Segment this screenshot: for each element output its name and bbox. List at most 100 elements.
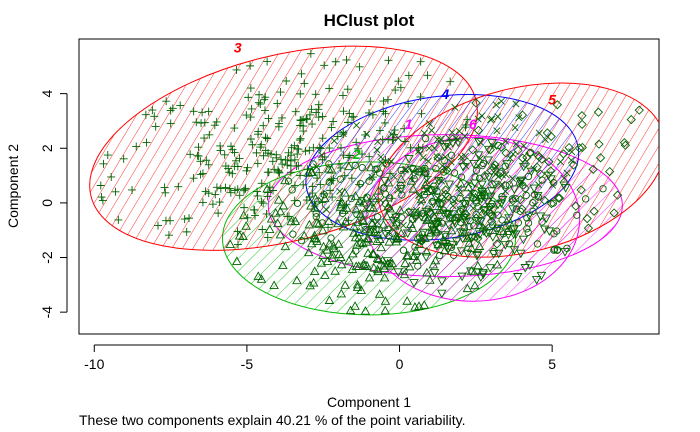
data-point <box>338 91 347 100</box>
data-point <box>474 137 484 147</box>
data-point <box>462 249 473 259</box>
data-point <box>385 194 394 202</box>
data-point <box>289 230 297 238</box>
data-point <box>416 57 425 66</box>
data-point <box>286 156 295 165</box>
data-point <box>301 147 310 156</box>
data-point <box>282 76 291 85</box>
data-point <box>455 228 466 237</box>
data-point <box>522 191 530 200</box>
data-point <box>128 185 137 194</box>
data-point <box>246 135 255 144</box>
data-point <box>340 171 349 180</box>
data-point <box>400 137 409 146</box>
data-point <box>312 236 322 245</box>
data-point <box>362 205 370 213</box>
data-point <box>312 108 321 117</box>
data-point <box>364 272 375 282</box>
data-point <box>198 108 207 117</box>
data-point <box>374 289 385 298</box>
data-point <box>394 134 402 142</box>
data-point <box>212 117 221 126</box>
data-point <box>515 177 525 187</box>
data-point <box>518 162 529 172</box>
data-point <box>253 271 264 280</box>
data-point <box>174 182 183 191</box>
data-point <box>227 142 236 151</box>
data-point <box>314 100 323 109</box>
data-point <box>465 222 473 231</box>
data-point <box>446 77 455 86</box>
data-point <box>291 107 300 116</box>
x-axis: -10 -5 0 5 <box>84 344 556 372</box>
data-point <box>508 230 519 239</box>
data-point <box>396 83 405 92</box>
data-point <box>269 280 279 290</box>
data-point <box>473 250 483 260</box>
data-point <box>280 175 290 185</box>
data-point <box>198 169 207 178</box>
data-point <box>166 106 175 115</box>
data-point <box>290 181 299 190</box>
data-point <box>419 166 430 176</box>
data-point <box>216 184 225 193</box>
data-point <box>546 175 556 184</box>
data-point <box>385 232 393 240</box>
data-point <box>355 237 365 247</box>
data-point <box>529 207 537 215</box>
data-point <box>220 150 229 159</box>
data-point <box>303 165 312 174</box>
data-point <box>577 142 587 153</box>
data-point <box>429 269 440 278</box>
data-point <box>444 180 455 190</box>
data-point <box>299 127 308 136</box>
data-point <box>582 195 590 203</box>
data-point <box>529 184 539 194</box>
data-point <box>314 113 323 122</box>
data-point <box>588 164 598 174</box>
data-point <box>480 171 490 181</box>
data-point <box>303 247 314 257</box>
data-point <box>406 143 415 152</box>
data-point <box>242 111 251 120</box>
data-point <box>368 203 379 212</box>
data-point <box>456 247 467 256</box>
data-point <box>382 257 393 266</box>
data-point <box>582 213 592 224</box>
data-point <box>487 216 497 227</box>
data-point <box>517 153 528 163</box>
data-point <box>524 172 533 181</box>
data-point <box>492 227 503 236</box>
data-point <box>240 203 249 212</box>
data-point <box>233 240 242 249</box>
data-point <box>306 200 316 210</box>
data-point <box>365 177 373 185</box>
data-point <box>533 192 543 201</box>
data-point <box>443 244 454 254</box>
data-point <box>493 127 501 135</box>
data-point <box>394 77 403 86</box>
data-point <box>524 219 533 227</box>
data-point <box>439 143 450 152</box>
data-point <box>312 209 320 217</box>
data-point <box>373 186 384 195</box>
data-point <box>589 206 599 216</box>
data-point <box>308 277 319 287</box>
data-point <box>400 258 410 267</box>
data-point <box>107 172 116 181</box>
data-point <box>366 97 375 106</box>
data-point <box>344 255 354 265</box>
data-point <box>380 305 390 315</box>
data-point <box>498 180 506 188</box>
data-point <box>423 177 431 185</box>
data-point <box>486 212 496 222</box>
data-point <box>363 193 371 201</box>
data-point <box>488 233 498 242</box>
data-point <box>345 109 354 118</box>
data-point <box>300 79 309 88</box>
data-point <box>327 249 338 259</box>
data-point <box>524 228 532 237</box>
data-point <box>230 186 239 195</box>
data-point <box>496 142 507 152</box>
data-point <box>515 195 526 205</box>
